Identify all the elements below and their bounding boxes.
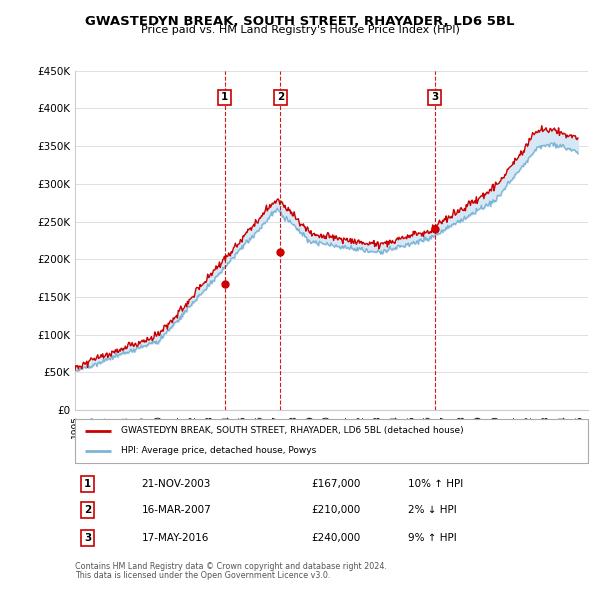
Text: 21-NOV-2003: 21-NOV-2003 xyxy=(142,479,211,489)
Text: GWASTEDYN BREAK, SOUTH STREET, RHAYADER, LD6 5BL (detached house): GWASTEDYN BREAK, SOUTH STREET, RHAYADER,… xyxy=(121,427,464,435)
Text: HPI: Average price, detached house, Powys: HPI: Average price, detached house, Powy… xyxy=(121,446,316,455)
Text: 16-MAR-2007: 16-MAR-2007 xyxy=(142,506,211,515)
Text: Contains HM Land Registry data © Crown copyright and database right 2024.: Contains HM Land Registry data © Crown c… xyxy=(75,562,387,571)
Text: 2: 2 xyxy=(84,506,91,515)
Point xyxy=(220,280,229,289)
Point xyxy=(430,224,439,234)
Text: £240,000: £240,000 xyxy=(311,533,360,543)
FancyBboxPatch shape xyxy=(75,419,588,463)
Point xyxy=(275,247,285,257)
Text: 1: 1 xyxy=(221,92,228,102)
Text: 3: 3 xyxy=(84,533,91,543)
Text: £210,000: £210,000 xyxy=(311,506,360,515)
Text: 1: 1 xyxy=(84,479,91,489)
Text: 9% ↑ HPI: 9% ↑ HPI xyxy=(409,533,457,543)
Text: GWASTEDYN BREAK, SOUTH STREET, RHAYADER, LD6 5BL: GWASTEDYN BREAK, SOUTH STREET, RHAYADER,… xyxy=(85,15,515,28)
Text: This data is licensed under the Open Government Licence v3.0.: This data is licensed under the Open Gov… xyxy=(75,571,331,579)
Text: 3: 3 xyxy=(431,92,438,102)
Text: 17-MAY-2016: 17-MAY-2016 xyxy=(142,533,209,543)
Text: 2: 2 xyxy=(277,92,284,102)
Text: 10% ↑ HPI: 10% ↑ HPI xyxy=(409,479,464,489)
Text: 2% ↓ HPI: 2% ↓ HPI xyxy=(409,506,457,515)
Text: £167,000: £167,000 xyxy=(311,479,361,489)
Text: Price paid vs. HM Land Registry's House Price Index (HPI): Price paid vs. HM Land Registry's House … xyxy=(140,25,460,35)
